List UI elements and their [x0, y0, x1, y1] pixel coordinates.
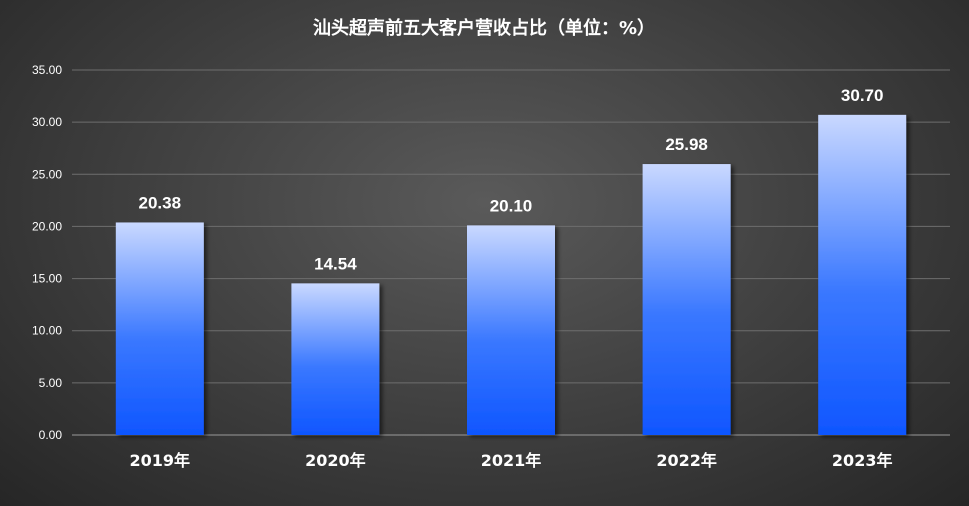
bar: [291, 283, 380, 435]
y-tick-label: 30.00: [32, 115, 62, 129]
y-tick-label: 35.00: [32, 63, 62, 77]
data-label: 20.10: [490, 196, 533, 215]
y-tick-label: 0.00: [39, 428, 63, 442]
bar: [818, 114, 907, 435]
y-tick-label: 10.00: [32, 324, 62, 338]
bars: 20.38 14.54 20.10 25.98 30.70: [115, 86, 907, 435]
x-axis-ticks: 2019年 2020年 2021年 2022年 2023年: [130, 451, 893, 470]
x-tick-label: 2019年: [130, 451, 191, 470]
x-tick-label: 2020年: [305, 451, 366, 470]
x-tick-label: 2021年: [481, 451, 542, 470]
x-tick-label: 2023年: [832, 451, 893, 470]
data-label: 14.54: [314, 254, 357, 273]
data-label: 20.38: [139, 193, 182, 212]
y-tick-label: 5.00: [39, 376, 63, 390]
bar: [115, 222, 204, 435]
data-label: 30.70: [841, 86, 884, 105]
y-axis-ticks: 0.00 5.00 10.00 15.00 20.00 25.00 30.00 35.00: [32, 63, 62, 442]
chart-title: 汕头超声前五大客户营收占比（单位：%）: [313, 17, 655, 39]
y-tick-label: 20.00: [32, 219, 62, 233]
y-tick-label: 25.00: [32, 167, 62, 181]
bar: [642, 164, 731, 435]
x-tick-label: 2022年: [656, 451, 717, 470]
bar: [467, 225, 555, 435]
data-label: 25.98: [665, 135, 708, 154]
y-tick-label: 15.00: [32, 272, 62, 286]
